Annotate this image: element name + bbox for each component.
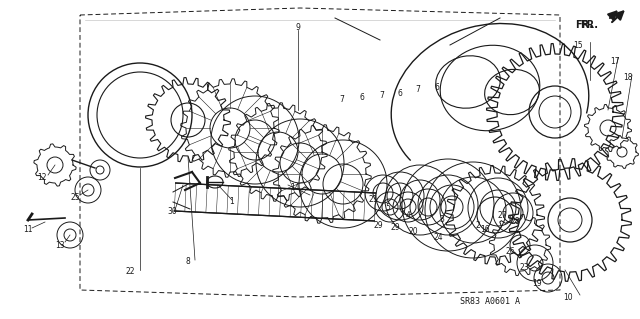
Text: 6: 6 xyxy=(435,84,440,93)
Text: 9: 9 xyxy=(296,24,300,33)
Text: 13: 13 xyxy=(55,241,65,249)
Text: 4: 4 xyxy=(406,211,410,219)
Text: 27: 27 xyxy=(497,211,507,219)
Text: 19: 19 xyxy=(532,278,542,287)
Text: 25: 25 xyxy=(70,192,80,202)
Text: 7: 7 xyxy=(380,91,385,100)
Text: 18: 18 xyxy=(623,73,633,83)
Text: 30: 30 xyxy=(167,207,177,217)
Text: 21: 21 xyxy=(368,196,378,204)
Text: 28: 28 xyxy=(510,218,520,226)
Text: 5: 5 xyxy=(385,204,390,212)
Text: 6: 6 xyxy=(360,93,364,102)
Text: 14: 14 xyxy=(290,183,300,192)
Text: 11: 11 xyxy=(23,226,33,234)
Text: 12: 12 xyxy=(37,174,47,182)
Text: 23: 23 xyxy=(519,263,529,272)
Text: 24: 24 xyxy=(433,234,443,242)
Text: 15: 15 xyxy=(573,41,583,49)
Text: FR.: FR. xyxy=(575,20,593,30)
Text: 16: 16 xyxy=(480,226,490,234)
Text: FR.: FR. xyxy=(580,20,598,30)
Text: 3: 3 xyxy=(440,216,444,225)
Text: SR83 A0601 A: SR83 A0601 A xyxy=(460,298,520,307)
Text: 2: 2 xyxy=(476,220,481,229)
Text: 7: 7 xyxy=(340,95,344,105)
Text: 26: 26 xyxy=(505,248,515,256)
Text: 29: 29 xyxy=(390,224,400,233)
Text: 22: 22 xyxy=(125,268,135,277)
Text: 29: 29 xyxy=(373,220,383,229)
Text: 17: 17 xyxy=(610,57,620,66)
Text: 6: 6 xyxy=(397,88,403,98)
Text: 1: 1 xyxy=(230,197,234,206)
Text: 10: 10 xyxy=(563,293,573,302)
Text: 7: 7 xyxy=(415,85,420,94)
Text: 20: 20 xyxy=(408,227,418,236)
Text: 8: 8 xyxy=(186,257,190,266)
